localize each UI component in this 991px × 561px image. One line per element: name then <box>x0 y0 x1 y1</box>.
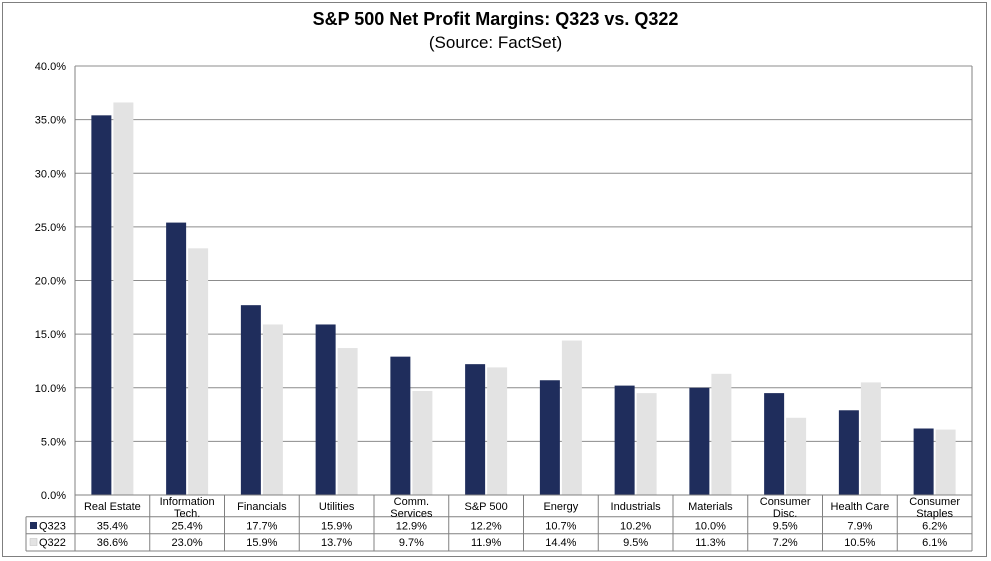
category-label: Health Care <box>831 501 890 513</box>
data-label-q323: 17.7% <box>246 521 277 533</box>
data-label-q322: 15.9% <box>246 537 277 549</box>
bar-q323 <box>465 364 486 495</box>
data-label-q322: 13.7% <box>321 537 352 549</box>
data-label-q323: 10.2% <box>620 521 651 533</box>
category-label: Services <box>390 508 433 520</box>
data-label-q323: 9.5% <box>773 521 798 533</box>
category-label: Financials <box>237 501 287 513</box>
y-tick-label: 25.0% <box>35 222 66 234</box>
y-tick-label: 10.0% <box>35 383 66 395</box>
bar-q323 <box>315 324 336 495</box>
bar-q322 <box>113 102 134 495</box>
category-label: Tech. <box>174 508 200 520</box>
bar-q322 <box>561 340 582 495</box>
data-label-q322: 11.3% <box>695 537 726 549</box>
category-label: Utilities <box>319 501 355 513</box>
y-tick-label: 35.0% <box>35 115 66 127</box>
y-tick-label: 15.0% <box>35 329 66 341</box>
bar-q323 <box>838 410 859 495</box>
data-label-q322: 9.7% <box>399 537 424 549</box>
category-label: Information <box>160 496 215 508</box>
bar-q322 <box>262 324 283 495</box>
data-label-q322: 10.5% <box>844 537 875 549</box>
chart-subtitle: (Source: FactSet) <box>428 33 563 52</box>
category-label: Staples <box>916 508 953 520</box>
bar-q323 <box>166 222 187 495</box>
chart-title: S&P 500 Net Profit Margins: Q323 vs. Q32… <box>312 9 679 29</box>
category-label: Energy <box>543 501 578 513</box>
bar-q323 <box>689 387 710 495</box>
category-label: Comm. <box>394 496 429 508</box>
data-label-q323: 10.7% <box>545 521 576 533</box>
category-label: Consumer <box>760 496 811 508</box>
bar-q322 <box>636 393 657 495</box>
data-label-q323: 12.2% <box>471 521 502 533</box>
y-tick-label: 30.0% <box>35 168 66 180</box>
legend-label: Q323 <box>39 521 66 533</box>
bar-q323 <box>539 380 560 495</box>
bar-q322 <box>860 382 881 495</box>
data-label-q322: 14.4% <box>545 537 576 549</box>
bar-q323 <box>913 428 934 495</box>
category-label: Industrials <box>611 501 662 513</box>
bar-q322 <box>337 348 358 495</box>
data-label-q322: 6.1% <box>922 537 947 549</box>
data-label-q323: 10.0% <box>695 521 726 533</box>
y-tick-label: 20.0% <box>35 276 66 288</box>
y-tick-label: 0.0% <box>41 490 66 502</box>
data-label-q322: 36.6% <box>97 537 128 549</box>
data-label-q322: 11.9% <box>471 537 502 549</box>
data-label-q322: 23.0% <box>172 537 203 549</box>
category-label: S&P 500 <box>465 501 508 513</box>
bar-q322 <box>935 429 956 495</box>
bar-q323 <box>240 305 261 495</box>
data-label-q323: 12.9% <box>396 521 427 533</box>
legend-key-q322 <box>29 538 38 546</box>
category-label: Materials <box>688 501 733 513</box>
bar-q322 <box>188 248 209 495</box>
y-tick-label: 5.0% <box>41 436 66 448</box>
category-label: Disc. <box>773 508 797 520</box>
data-label-q323: 6.2% <box>922 521 947 533</box>
bar-q323 <box>764 393 785 495</box>
data-label-q323: 25.4% <box>172 521 203 533</box>
data-label-q323: 15.9% <box>321 521 352 533</box>
bar-q322 <box>786 417 807 495</box>
data-label-q322: 7.2% <box>773 537 798 549</box>
bar-q323 <box>390 356 411 495</box>
bar-q322 <box>412 390 433 495</box>
bar-q323 <box>91 115 112 496</box>
category-label: Real Estate <box>84 501 141 513</box>
category-label: Consumer <box>909 496 960 508</box>
bar-q323 <box>614 385 635 495</box>
bar-q322 <box>487 367 508 495</box>
data-label-q322: 9.5% <box>623 537 648 549</box>
legend-label: Q322 <box>39 537 66 549</box>
bar-q322 <box>711 373 732 495</box>
y-tick-label: 40.0% <box>35 61 66 73</box>
legend-key-q323 <box>30 522 37 529</box>
data-label-q323: 35.4% <box>97 521 128 533</box>
data-label-q323: 7.9% <box>847 521 872 533</box>
